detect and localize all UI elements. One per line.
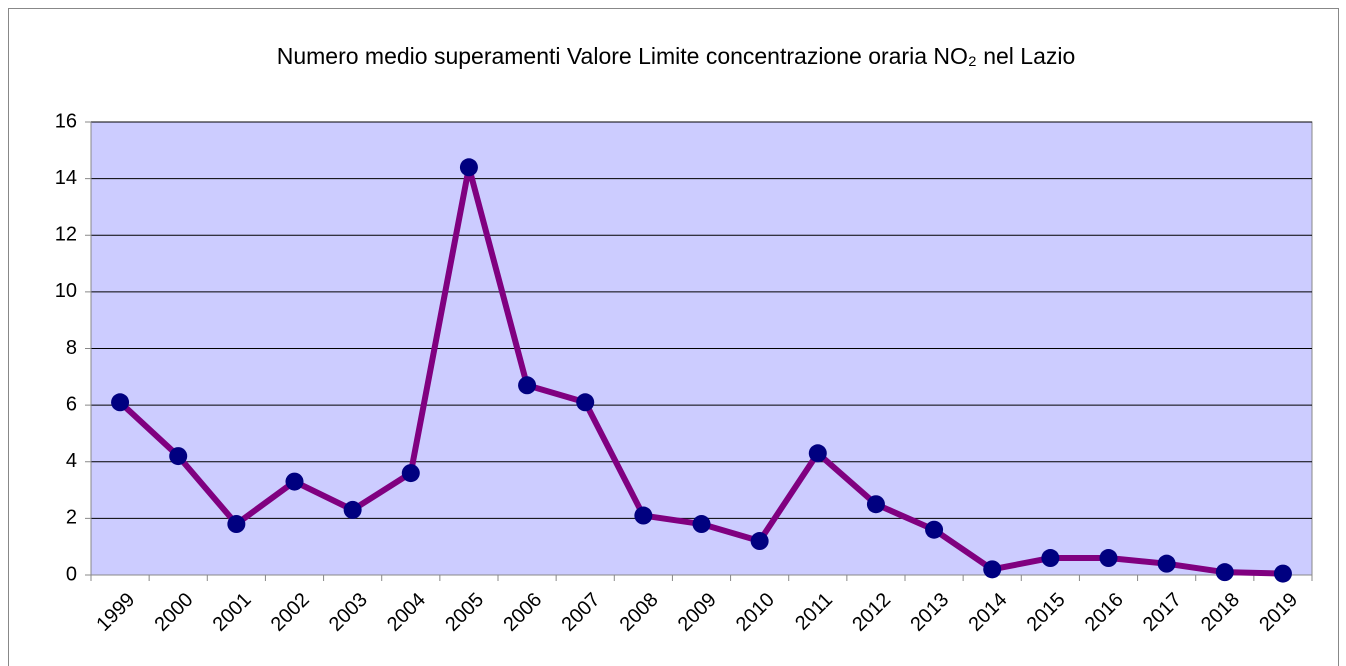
marker bbox=[1273, 564, 1292, 583]
y-tick-label: 10 bbox=[55, 280, 77, 302]
marker bbox=[576, 393, 595, 412]
y-tick-label: 16 bbox=[55, 110, 77, 132]
marker bbox=[1157, 554, 1176, 573]
marker bbox=[866, 495, 885, 514]
marker bbox=[808, 444, 827, 463]
chart-title: Numero medio superamenti Valore Limite c… bbox=[277, 43, 1076, 69]
marker bbox=[634, 506, 653, 525]
marker bbox=[750, 532, 769, 551]
marker bbox=[111, 393, 130, 412]
marker bbox=[285, 472, 304, 491]
marker bbox=[1215, 563, 1234, 582]
y-tick-label: 8 bbox=[66, 337, 77, 359]
marker bbox=[1099, 549, 1118, 568]
marker bbox=[518, 376, 537, 395]
marker bbox=[343, 500, 362, 519]
marker bbox=[227, 515, 246, 534]
marker bbox=[925, 520, 944, 539]
marker bbox=[1041, 549, 1060, 568]
marker bbox=[459, 158, 478, 177]
y-tick-label: 0 bbox=[66, 563, 77, 585]
y-tick-label: 14 bbox=[55, 167, 77, 189]
y-tick-label: 2 bbox=[66, 507, 77, 529]
y-tick-label: 12 bbox=[55, 224, 77, 246]
marker bbox=[401, 464, 420, 483]
marker bbox=[983, 560, 1002, 579]
marker bbox=[692, 515, 711, 534]
marker bbox=[169, 447, 188, 466]
y-tick-label: 4 bbox=[66, 450, 77, 472]
y-tick-label: 6 bbox=[66, 393, 77, 415]
